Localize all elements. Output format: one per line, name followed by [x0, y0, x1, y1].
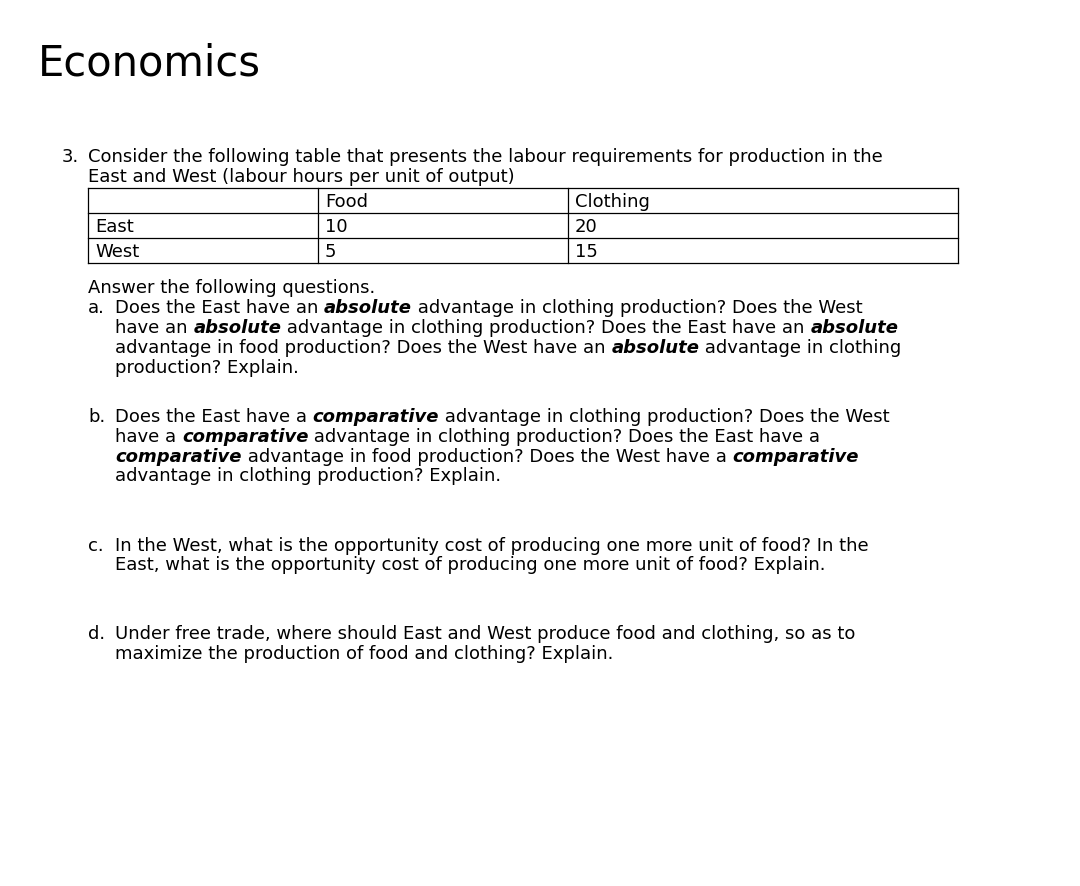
Text: absolute: absolute: [611, 339, 699, 357]
Text: advantage in clothing: advantage in clothing: [699, 339, 902, 357]
Text: comparative: comparative: [114, 447, 242, 466]
Text: absolute: absolute: [193, 319, 281, 338]
Text: 10: 10: [325, 218, 348, 237]
Text: production? Explain.: production? Explain.: [114, 359, 299, 377]
Text: advantage in clothing production? Does the West: advantage in clothing production? Does t…: [440, 408, 890, 426]
Text: Does the East have a: Does the East have a: [114, 408, 313, 426]
Text: Economics: Economics: [38, 42, 261, 84]
Text: East: East: [95, 218, 134, 237]
Text: Clothing: Clothing: [575, 193, 650, 211]
Text: 20: 20: [575, 218, 597, 237]
Text: Consider the following table that presents the labour requirements for productio: Consider the following table that presen…: [87, 148, 882, 166]
Text: advantage in clothing production? Does the West: advantage in clothing production? Does t…: [413, 299, 863, 317]
Text: absolute: absolute: [324, 299, 413, 317]
Text: Answer the following questions.: Answer the following questions.: [87, 279, 375, 298]
Text: absolute: absolute: [810, 319, 899, 338]
Text: Does the East have an: Does the East have an: [114, 299, 324, 317]
Text: 3.: 3.: [62, 148, 79, 166]
Text: d.: d.: [87, 626, 105, 643]
Text: a.: a.: [87, 299, 105, 317]
Text: 5: 5: [325, 244, 337, 261]
Text: comparative: comparative: [732, 447, 859, 466]
Text: Under free trade, where should East and West produce food and clothing, so as to: Under free trade, where should East and …: [114, 626, 855, 643]
Text: advantage in food production? Does the West have a: advantage in food production? Does the W…: [242, 447, 732, 466]
Text: b.: b.: [87, 408, 105, 426]
Text: advantage in food production? Does the West have an: advantage in food production? Does the W…: [114, 339, 611, 357]
Text: advantage in clothing production? Explain.: advantage in clothing production? Explai…: [114, 468, 501, 486]
Text: Food: Food: [325, 193, 368, 211]
Text: comparative: comparative: [181, 428, 309, 446]
Text: advantage in clothing production? Does the East have an: advantage in clothing production? Does t…: [281, 319, 810, 338]
Text: East, what is the opportunity cost of producing one more unit of food? Explain.: East, what is the opportunity cost of pr…: [114, 556, 825, 574]
Text: In the West, what is the opportunity cost of producing one more unit of food? In: In the West, what is the opportunity cos…: [114, 537, 868, 555]
Text: have a: have a: [114, 428, 181, 446]
Text: 15: 15: [575, 244, 598, 261]
Text: comparative: comparative: [313, 408, 440, 426]
Text: maximize the production of food and clothing? Explain.: maximize the production of food and clot…: [114, 645, 613, 664]
Text: East and West (labour hours per unit of output): East and West (labour hours per unit of …: [87, 168, 515, 186]
Text: have an: have an: [114, 319, 193, 338]
Text: advantage in clothing production? Does the East have a: advantage in clothing production? Does t…: [309, 428, 821, 446]
Text: West: West: [95, 244, 139, 261]
Text: c.: c.: [87, 537, 104, 555]
